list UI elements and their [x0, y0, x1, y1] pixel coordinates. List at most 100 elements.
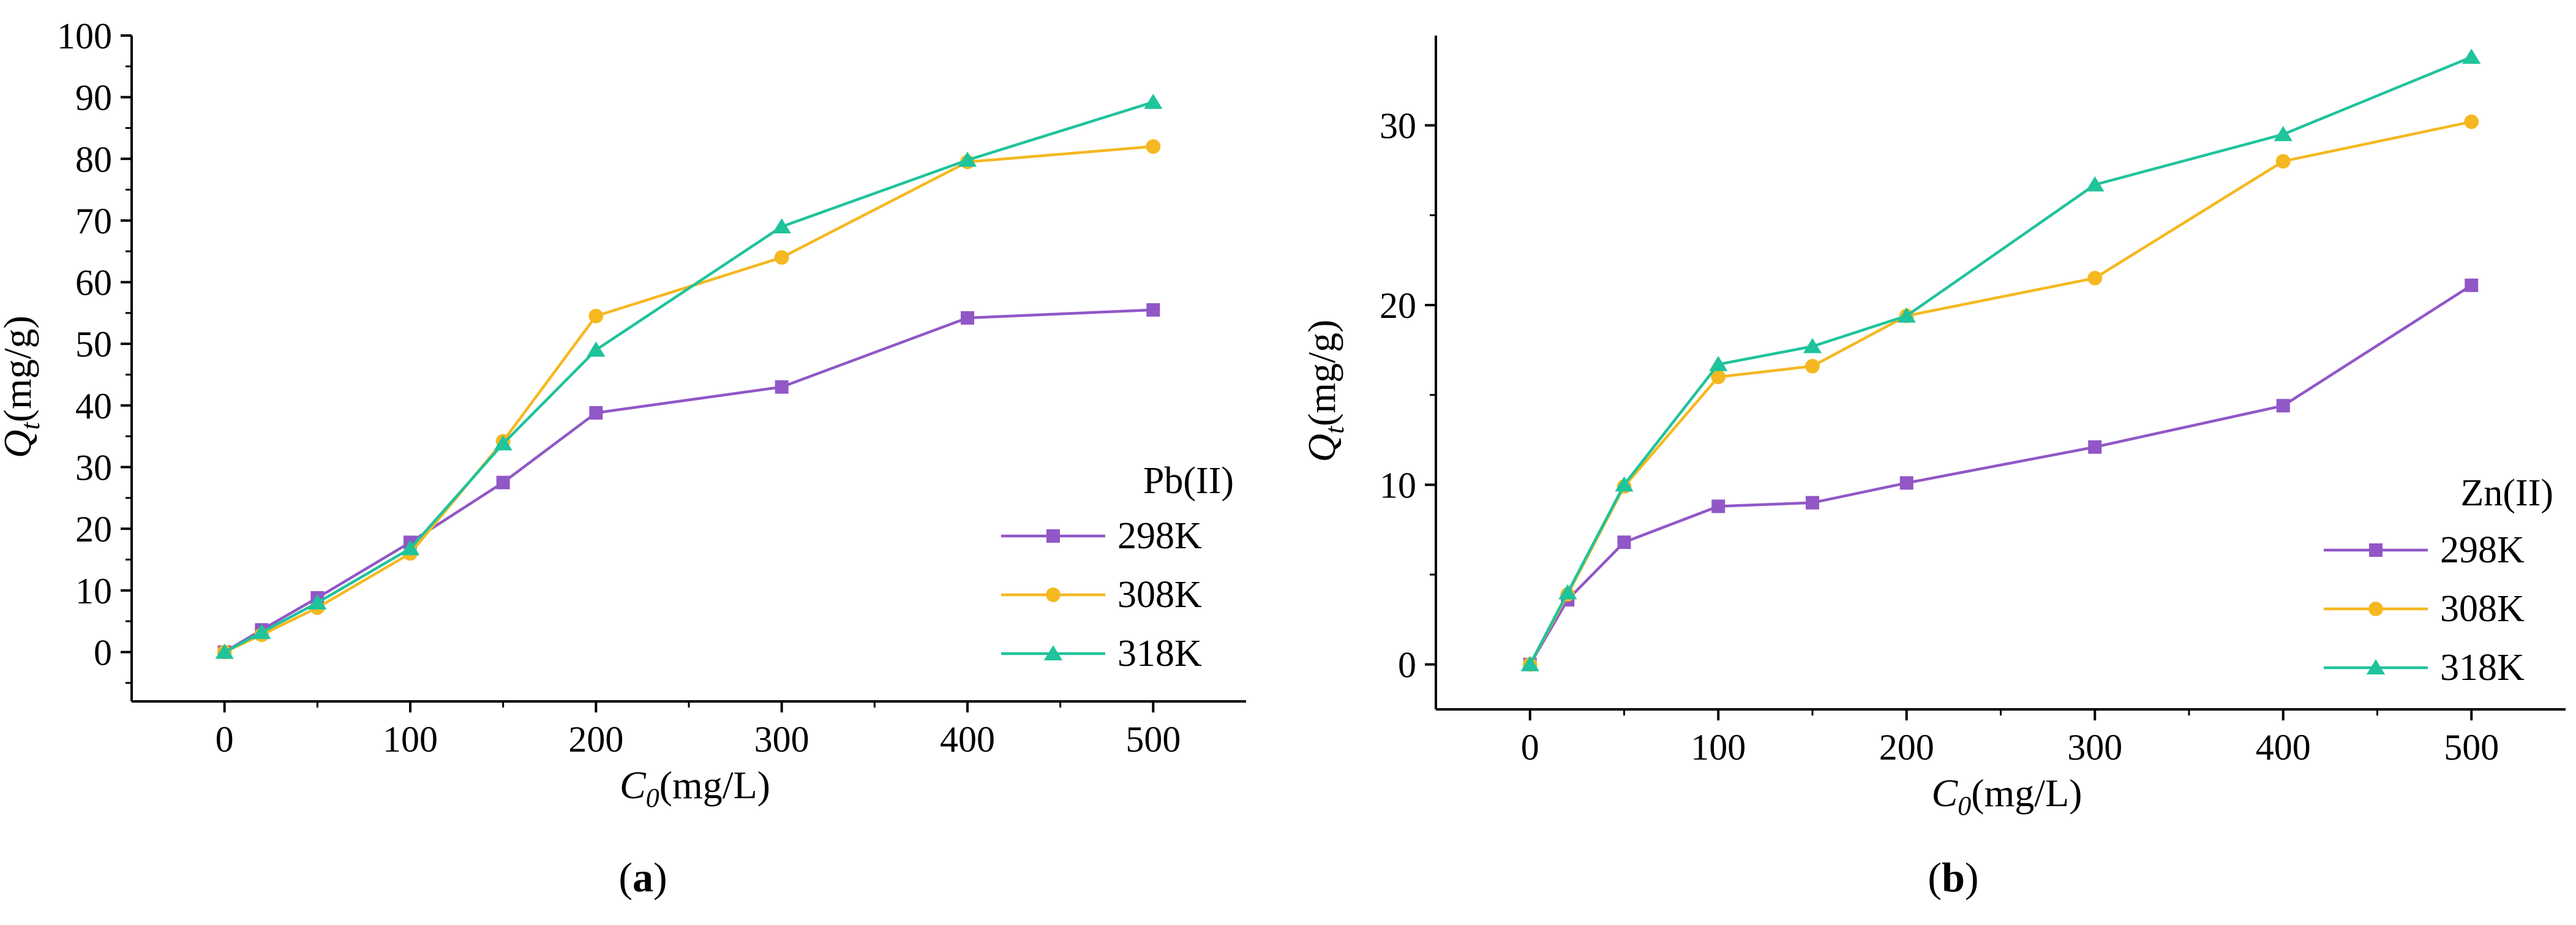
data-point	[2087, 271, 2103, 285]
x-axis-label-main: C	[620, 763, 647, 807]
y-axis-label: Qt(mg/g)	[1300, 320, 1350, 462]
legend: Zn(II) 298K 308K 318K	[2324, 472, 2553, 689]
y-tick-label: 70	[75, 201, 112, 241]
data-point	[958, 151, 977, 167]
x-tick-label: 500	[1125, 719, 1181, 760]
data-point	[1144, 93, 1163, 109]
series-318K	[215, 93, 1163, 659]
data-point	[494, 435, 513, 451]
data-point	[1897, 307, 1916, 323]
panel-label-close: )	[1965, 854, 1979, 900]
x-tick-label: 100	[383, 719, 438, 760]
data-point	[215, 643, 234, 659]
data-point	[252, 624, 271, 640]
x-axis-label-main: C	[1932, 771, 1959, 815]
legend-title: Pb(II)	[1143, 460, 1234, 502]
x-axis-label-unit: (mg/L)	[659, 763, 770, 807]
x-axis-label: C0(mg/L)	[620, 763, 770, 813]
data-point	[2274, 126, 2292, 142]
panel-label-open: (	[618, 854, 633, 900]
series-line	[223, 308, 1154, 654]
y-tick-label: 0	[1398, 645, 1416, 685]
data-point	[589, 406, 603, 420]
series-298K	[217, 303, 1160, 659]
x-tick-label: 500	[2444, 727, 2499, 768]
x-axis-label: C0(mg/L)	[1932, 771, 2082, 821]
data-point	[1146, 303, 1160, 317]
y-tick-label: 80	[75, 139, 112, 179]
y-axis-label-main: Q	[0, 430, 39, 458]
panel-label: (a)	[618, 854, 667, 900]
data-point	[1899, 476, 1913, 490]
legend: Pb(II) 298K 308K 318K	[1001, 460, 1234, 674]
y-tick-label: 0	[94, 632, 112, 673]
data-point	[772, 218, 791, 234]
data-point	[775, 380, 789, 394]
x-tick-label: 300	[2067, 727, 2122, 768]
data-point	[1709, 356, 1728, 371]
data-point	[588, 309, 604, 323]
y-tick-label: 90	[75, 78, 112, 118]
y-tick-label: 20	[1380, 285, 1416, 326]
data-point	[2275, 154, 2291, 169]
data-point	[774, 250, 789, 265]
data-point	[2088, 440, 2102, 454]
x-tick-label: 400	[2256, 727, 2311, 768]
y-tick-label: 100	[57, 16, 112, 56]
data-point	[2276, 399, 2290, 413]
data-point	[1146, 139, 1161, 154]
panel-label-letter: b	[1942, 854, 1965, 900]
y-tick-label: 10	[75, 571, 112, 611]
y-tick-label: 10	[1380, 465, 1416, 505]
x-axis-label-unit: (mg/L)	[1971, 771, 2082, 815]
y-tick-label: 40	[75, 386, 112, 426]
series-line	[1528, 56, 2473, 665]
legend-entry: 308K	[2440, 588, 2525, 630]
data-point	[496, 475, 510, 489]
legend-swatch-marker	[2368, 602, 2383, 616]
series-298K	[1523, 278, 2479, 671]
series-line	[1528, 120, 2472, 665]
legend-entry: 308K	[1117, 574, 1202, 616]
panel-label: (b)	[1928, 854, 1978, 900]
y-tick-label: 50	[75, 324, 112, 364]
legend-swatch-marker	[1046, 587, 1061, 602]
panel-label-close: )	[653, 854, 667, 900]
data-point	[308, 594, 327, 610]
legend-title: Zn(II)	[2461, 472, 2553, 514]
panel-label-open: (	[1928, 854, 1942, 900]
data-point	[1558, 584, 1577, 600]
y-axis-label: Qt(mg/g)	[0, 315, 45, 458]
data-point	[1520, 655, 1539, 671]
legend-entry: 318K	[2440, 647, 2525, 689]
y-axis-label-unit: (mg/g)	[0, 315, 39, 422]
legend-swatch-marker	[2369, 543, 2383, 557]
data-point	[1803, 338, 1822, 353]
series-318K	[1520, 48, 2481, 671]
data-point	[1805, 358, 1820, 374]
data-point	[2464, 114, 2479, 129]
data-point	[2086, 176, 2105, 192]
legend-swatch-marker	[1043, 645, 1063, 660]
series-308K	[1522, 114, 2479, 672]
y-axis-label-main: Q	[1300, 434, 1343, 462]
data-point	[1711, 369, 1726, 385]
y-axis-label-unit: (mg/g)	[1300, 320, 1343, 426]
y-tick-label: 30	[1380, 106, 1416, 146]
x-tick-label: 0	[1521, 727, 1539, 768]
legend-entry: 298K	[1117, 515, 1202, 557]
legend-entry: 318K	[1117, 633, 1202, 674]
y-tick-label: 20	[75, 509, 112, 549]
data-point	[1806, 496, 1819, 510]
data-point	[1615, 476, 1634, 492]
x-tick-label: 0	[216, 719, 234, 760]
data-point	[1711, 499, 1725, 513]
x-tick-label: 400	[940, 719, 995, 760]
panel-b: 0 100 200 300 400 5000102030C0(mg/L)Qt(mg/g)Z…	[1300, 36, 2566, 900]
y-tick-label: 30	[75, 448, 112, 488]
x-tick-label: 100	[1691, 727, 1746, 768]
x-tick-label: 300	[754, 719, 809, 760]
panel-label-letter: a	[633, 854, 653, 900]
y-axis-label-sub: t	[1320, 425, 1350, 434]
